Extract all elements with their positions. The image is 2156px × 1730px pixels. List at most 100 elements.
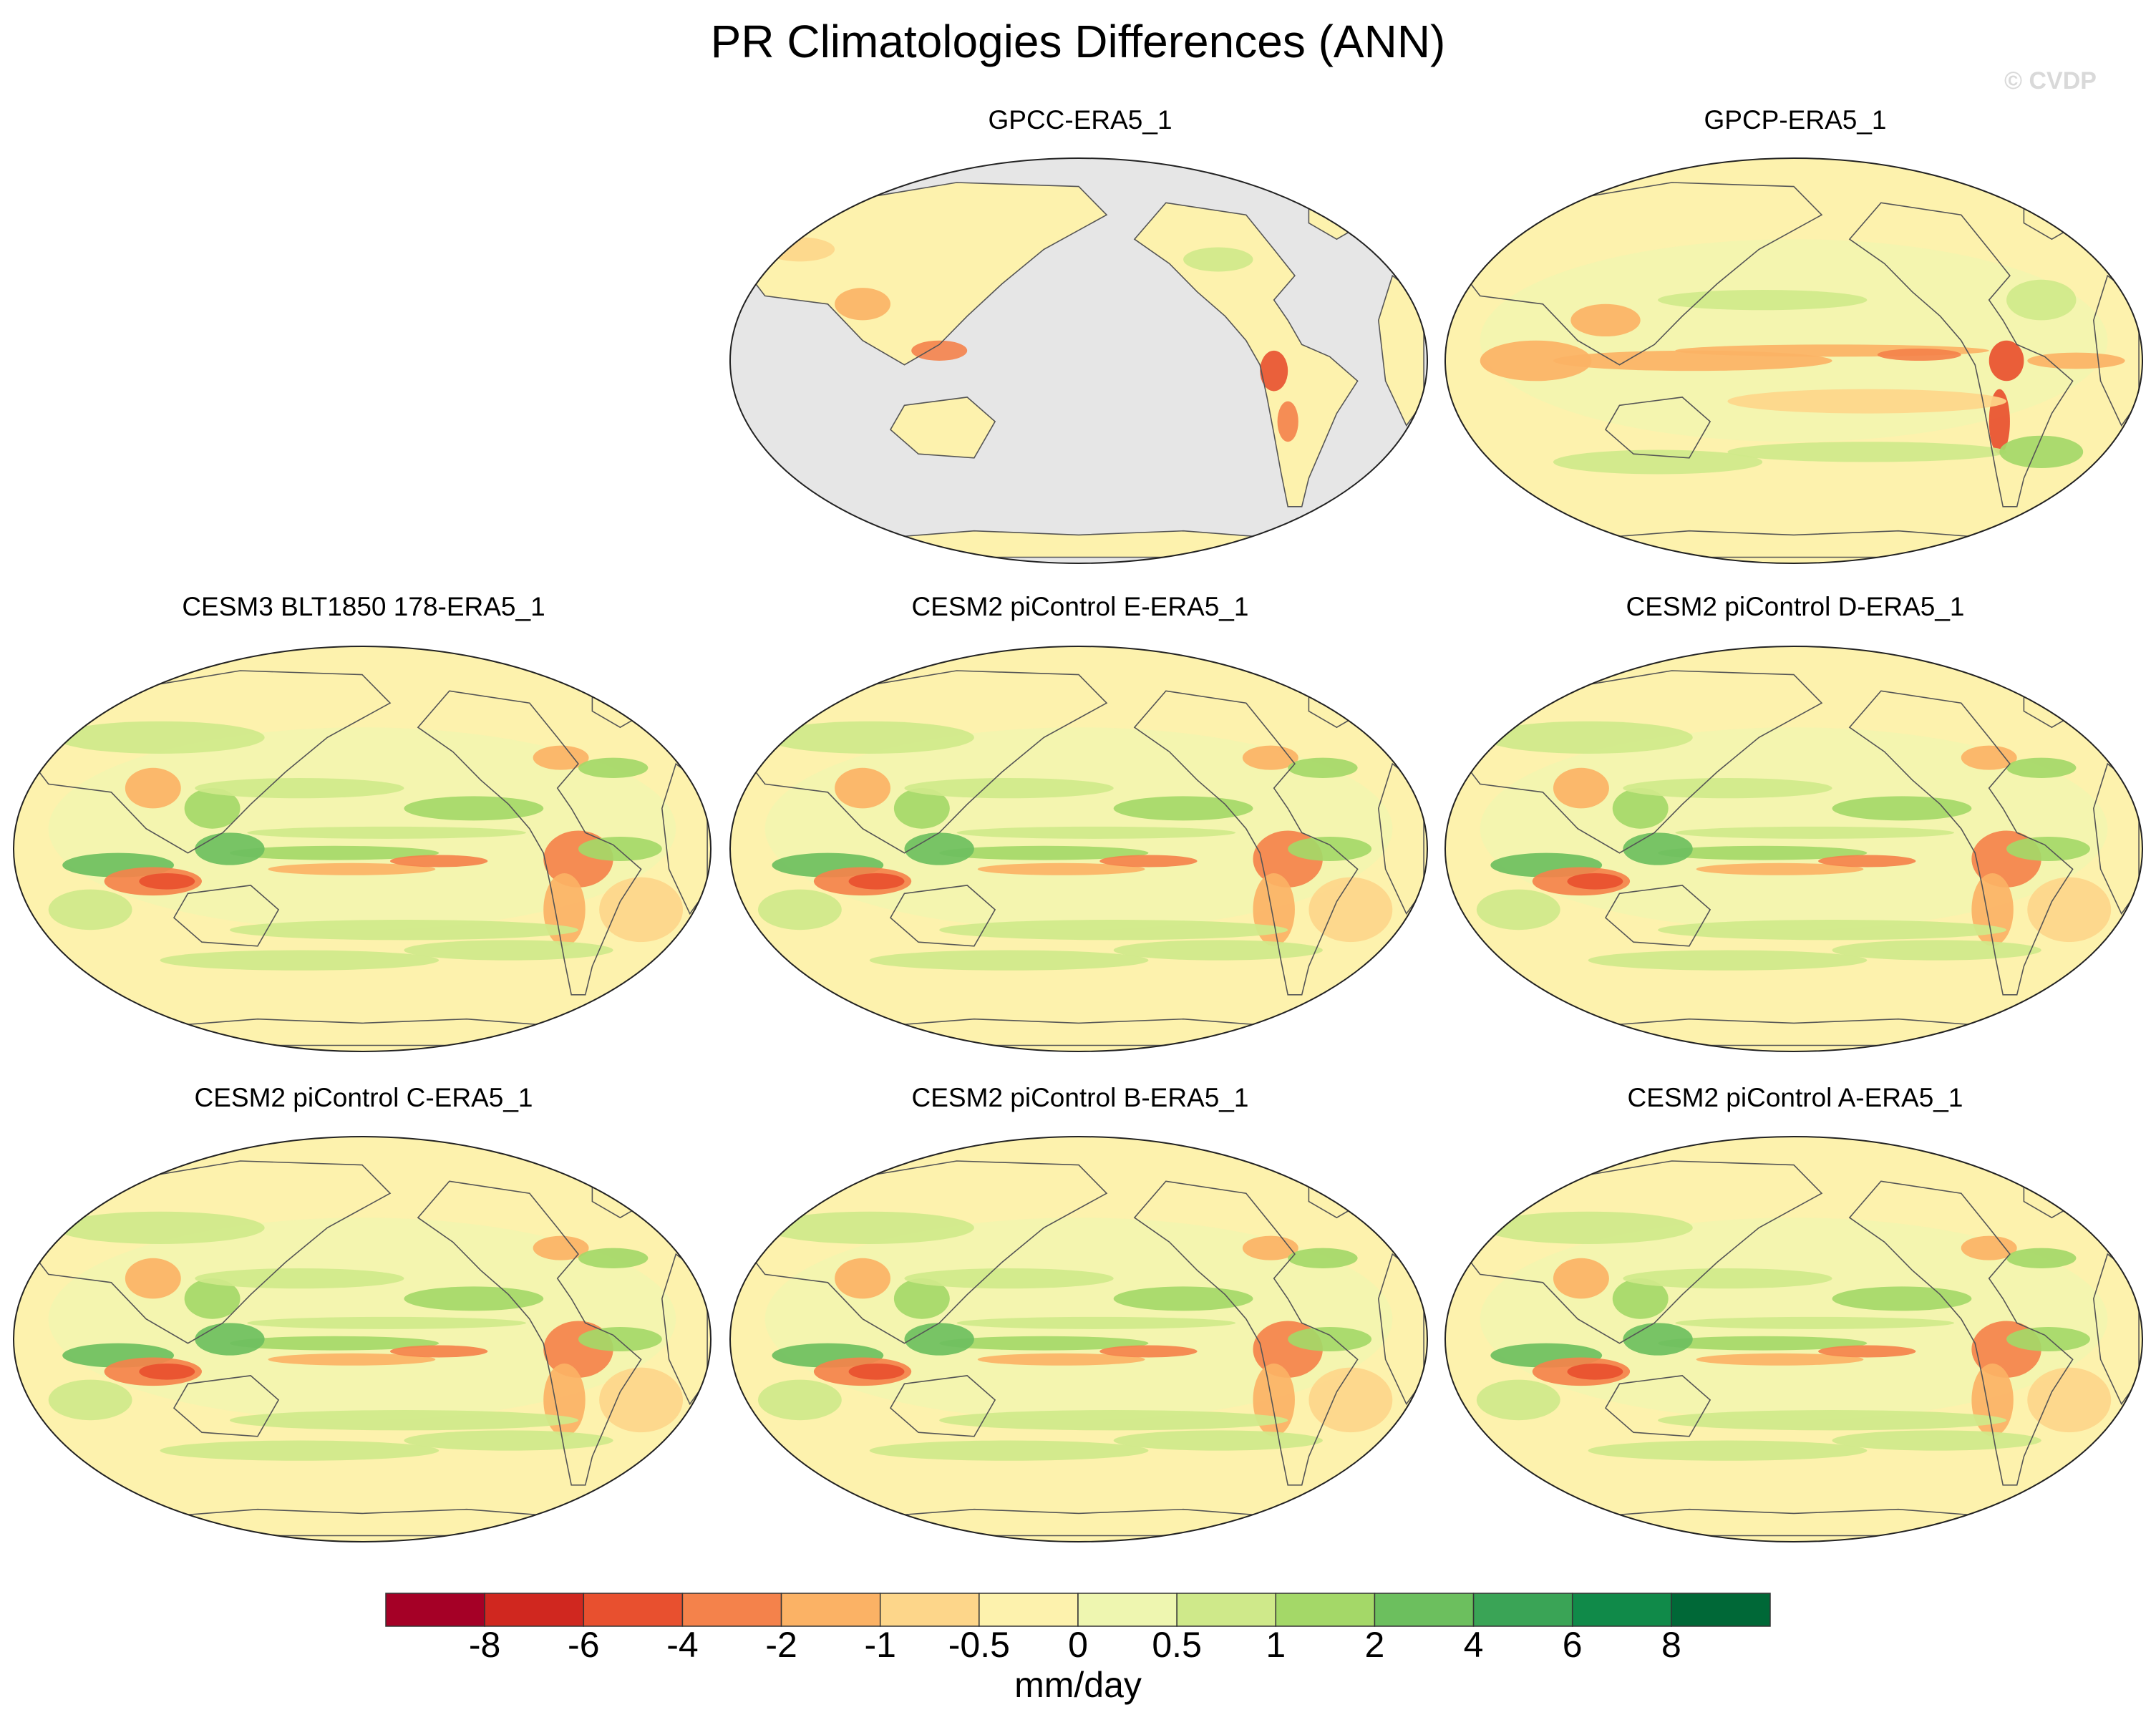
anomaly-blob: [1288, 1327, 1372, 1351]
anomaly-blob: [1623, 1268, 1832, 1289]
colorbar: [385, 1593, 1771, 1627]
anomaly-blob: [247, 826, 526, 839]
anomaly-blob: [389, 855, 488, 868]
anomaly-blob: [2006, 757, 2077, 778]
anomaly-blob: [1476, 1379, 1560, 1421]
anomaly-blob: [48, 889, 132, 930]
coastline-americas: [1133, 690, 1359, 996]
anomaly-blob: [835, 767, 891, 809]
anomaly-blob: [578, 1327, 662, 1351]
coastline-asia: [19, 670, 392, 854]
colorbar-tick-label: -4: [666, 1625, 699, 1665]
figure-title: PR Climatologies Differences (ANN): [710, 16, 1446, 67]
anomaly-blob: [764, 721, 974, 754]
anomaly-blob: [1623, 1323, 1693, 1356]
anomaly-blob: [911, 340, 968, 361]
anomaly-blob: [184, 1278, 241, 1319]
colorbar-box-8: [1077, 1593, 1177, 1627]
anomaly-blob: [1832, 940, 2041, 961]
anomaly-blob: [1113, 1286, 1253, 1311]
coastline-australia: [889, 397, 996, 459]
anomaly-blob: [1260, 350, 1288, 392]
anomaly-blob: [939, 1410, 1288, 1431]
anomaly-blob: [195, 1323, 265, 1356]
colorbar-units: mm/day: [1014, 1665, 1142, 1705]
coastline-asia: [1451, 182, 1823, 366]
coastline-australia: [889, 885, 996, 947]
anomaly-blob: [893, 1278, 950, 1319]
anomaly-blob: [848, 1363, 905, 1380]
anomaly-blob: [55, 1211, 265, 1244]
anomaly-blob: [1483, 721, 1693, 754]
anomaly-blob: [904, 832, 974, 865]
anomaly-blob: [160, 950, 440, 971]
anomaly-blob: [1832, 1430, 2041, 1451]
coastline-americas: [1848, 1180, 2074, 1486]
anomaly-blob: [1696, 1353, 1864, 1366]
map-panel-5: [1444, 646, 2143, 1052]
anomaly-blob: [757, 1379, 842, 1421]
map-panel-7: [729, 1136, 1428, 1542]
anomaly-blob: [160, 1440, 440, 1461]
anomaly-blob: [1623, 777, 1832, 799]
anomaly-blob: [848, 873, 905, 890]
anomaly-blob: [404, 940, 613, 961]
anomaly-blob: [139, 873, 195, 890]
anomaly-blob: [1832, 796, 1972, 821]
anomaly-blob: [1277, 401, 1298, 442]
coastline-americas: [1133, 202, 1359, 507]
anomaly-blob: [1480, 239, 2108, 442]
coastline-asia: [736, 182, 1108, 366]
coastline-americas: [1848, 202, 2074, 507]
anomaly-blob: [55, 721, 265, 754]
anomaly-blob: [1832, 1286, 1972, 1311]
anomaly-blob: [1553, 767, 1609, 809]
colorbar-box-12: [1472, 1593, 1573, 1627]
panel-title-cesm2-c: CESM2 piControl C-ERA5_1: [194, 1083, 533, 1112]
anomaly-blob: [956, 826, 1236, 839]
coastline-americas: [417, 690, 642, 996]
anomaly-blob: [1588, 950, 1868, 971]
anomaly-blob: [2006, 279, 2077, 321]
anomaly-blob: [578, 1248, 649, 1268]
anomaly-blob: [1553, 449, 1763, 475]
map-border: [13, 1136, 712, 1542]
colorbar-tick-label: -8: [468, 1625, 501, 1665]
anomaly-blob: [1612, 1278, 1669, 1319]
anomaly-blob: [404, 796, 544, 821]
anomaly-blob: [195, 777, 404, 799]
colorbar-box-5: [780, 1593, 881, 1627]
anomaly-blob: [1989, 340, 2024, 382]
anomaly-blob: [2027, 877, 2112, 943]
coastline-australia: [1604, 1375, 1711, 1437]
panel-title-gpcp: GPCP-ERA5_1: [1704, 105, 1887, 135]
land-fill-antarctica: [869, 530, 1288, 558]
colorbar-box-11: [1374, 1593, 1475, 1627]
anomaly-blob: [229, 1336, 440, 1351]
anomaly-blob: [2027, 352, 2125, 369]
coastline-asia: [736, 1160, 1108, 1344]
map-border: [1444, 157, 2143, 564]
anomaly-blob: [1113, 1430, 1323, 1451]
anomaly-blob: [599, 877, 684, 943]
map-panel-6: [13, 1136, 712, 1542]
anomaly-blob: [869, 950, 1149, 971]
anomaly-blob: [229, 845, 440, 860]
anomaly-blob: [1961, 745, 2017, 770]
cvdp-watermark: © CVDP: [2004, 67, 2097, 94]
anomaly-blob: [1288, 757, 1358, 778]
anomaly-blob: [247, 1316, 526, 1329]
anomaly-blob: [835, 1258, 891, 1299]
anomaly-blob: [904, 1323, 974, 1356]
anomaly-blob: [1818, 1345, 1916, 1358]
colorbar-tick-label: -2: [765, 1625, 797, 1665]
anomaly-blob: [1675, 1316, 1955, 1329]
anomaly-blob: [1288, 1248, 1358, 1268]
colorbar-box-7: [979, 1593, 1079, 1627]
coastline-americas: [417, 1180, 642, 1486]
anomaly-blob: [1242, 1235, 1298, 1260]
map-panel-3: [13, 646, 712, 1052]
anomaly-blob: [939, 845, 1149, 860]
anomaly-blob: [184, 788, 241, 829]
anomaly-blob: [1658, 1410, 2007, 1431]
